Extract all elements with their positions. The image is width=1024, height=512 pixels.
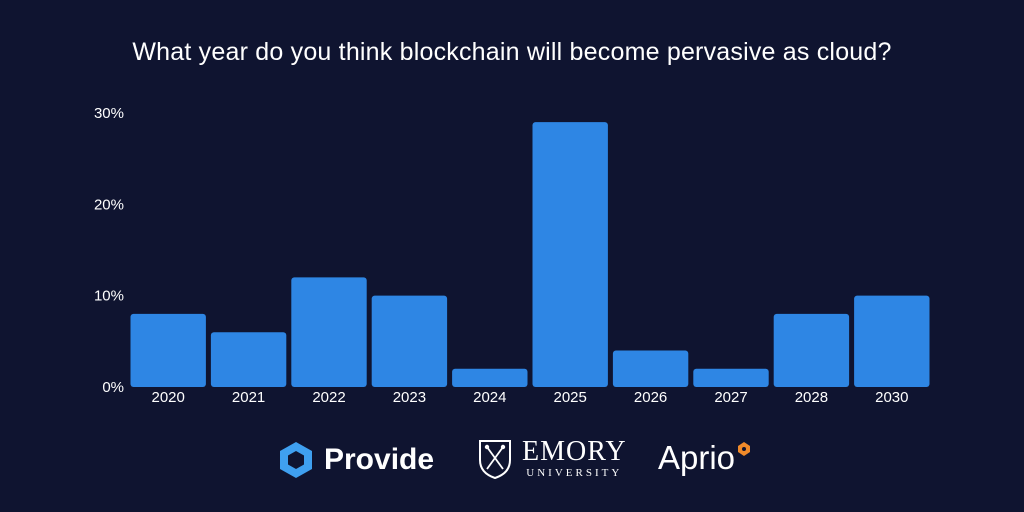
bar-2026	[612, 350, 689, 387]
x-tick-label: 2026	[634, 389, 667, 406]
bar-chart: 0% 10% 20% 30% 2020 2021 2022 2023 2024 2025 2026 2…	[94, 105, 930, 406]
x-tick-label: 2020	[152, 389, 185, 406]
bar-2028	[773, 313, 850, 387]
y-tick-label: 20%	[94, 196, 124, 213]
x-tick-label: 2027	[714, 389, 747, 406]
bar-2022	[291, 277, 367, 387]
orange-badge-icon	[738, 442, 751, 456]
x-tick-label: 2030	[875, 389, 908, 406]
bar-2021	[210, 332, 287, 387]
bar-2024	[452, 368, 528, 387]
provide-logo: Provide	[278, 440, 434, 480]
hexagon-logo-icon	[280, 442, 312, 478]
x-tick-label: 2021	[232, 389, 265, 406]
bar-2020	[130, 313, 206, 387]
x-tick-label: 2024	[473, 389, 506, 406]
y-tick-label: 0%	[102, 379, 124, 396]
footer-logos: Provide EMORY UNIVERSITY Aprio	[0, 432, 1024, 488]
bar-2027	[693, 368, 769, 387]
bar-2030	[854, 295, 930, 387]
x-tick-label: 2022	[312, 389, 345, 406]
chart-title: What year do you think blockchain will b…	[132, 38, 892, 66]
bar-2023	[371, 295, 448, 387]
provide-logo-text: Provide	[324, 443, 435, 476]
aprio-logo-text: Aprio	[658, 439, 736, 476]
emory-logo-subtext: UNIVERSITY	[526, 467, 623, 479]
x-tick-label: 2025	[554, 389, 587, 406]
x-tick-label: 2028	[795, 389, 828, 406]
bar-2025	[532, 122, 608, 387]
emory-logo-text: EMORY	[522, 436, 627, 467]
aprio-logo: Aprio	[658, 438, 751, 478]
y-tick-label: 10%	[94, 288, 124, 305]
shield-crest-icon	[479, 440, 511, 480]
emory-logo: EMORY UNIVERSITY	[478, 438, 627, 480]
y-tick-label: 30%	[94, 105, 124, 122]
x-tick-label: 2023	[393, 389, 426, 406]
